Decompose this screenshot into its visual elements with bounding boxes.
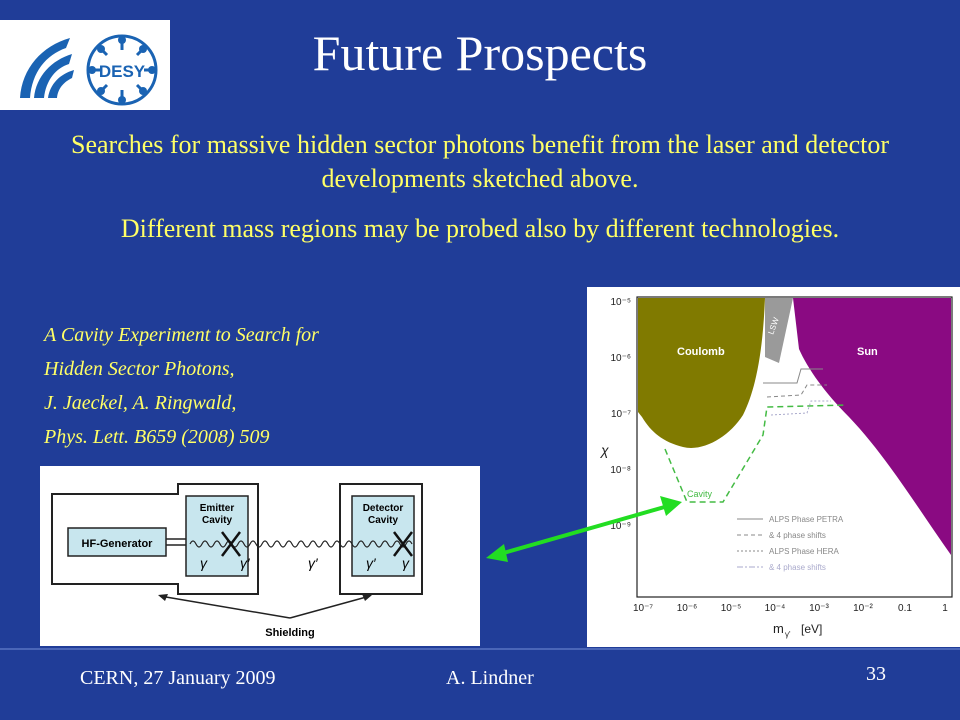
cavity-experiment-diagram: HF-Generator Emitter Cavity Detector Cav… — [40, 466, 480, 646]
hf-generator-box — [67, 527, 167, 557]
gamma-label: γ — [200, 555, 208, 571]
x-tick-label: 10⁻³ — [809, 603, 829, 614]
x-axis-label-sub: γ' — [785, 630, 791, 639]
legend-item: ALPS Phase PETRA — [769, 515, 844, 524]
y-tick-label: 10⁻⁶ — [610, 353, 631, 364]
gamma-prime-label: γ′ — [366, 555, 377, 571]
coulomb-region — [638, 298, 765, 448]
y-tick-label: 10⁻⁵ — [610, 297, 631, 308]
legend-item: & 4 phase shifts — [769, 563, 826, 572]
detector-label-2: Cavity — [368, 515, 398, 526]
y-tick-label: 10⁻⁸ — [610, 465, 631, 476]
gamma-prime-label: γ′ — [240, 555, 251, 571]
shielding-label: Shielding — [265, 627, 315, 639]
emitter-label-2: Cavity — [202, 515, 232, 526]
detector-cavity — [351, 495, 415, 577]
emitter-label-1: Emitter — [200, 503, 235, 514]
hf-generator-label: HF-Generator — [82, 538, 154, 550]
slide-title: Future Prospects — [312, 25, 648, 81]
reference-citation: A Cavity Experiment to Search for Hidden… — [44, 318, 319, 454]
alps-petra-curve — [763, 368, 823, 384]
emitter-shielding — [51, 483, 259, 595]
cavity-curve — [664, 404, 848, 503]
gamma-label: γ — [402, 555, 410, 571]
cavity-label: Cavity — [687, 489, 713, 499]
desy-logo-graphic: DESY — [20, 34, 158, 106]
coulomb-label: Coulomb — [677, 346, 725, 358]
plot-legend: ALPS Phase PETRA & 4 phase shifts ALPS P… — [737, 515, 844, 572]
x-tick-label: 1 — [942, 603, 948, 614]
x-tick-label: 0.1 — [898, 603, 912, 614]
y-axis-label: χ — [599, 442, 609, 458]
gamma-prime-label: γ′ — [308, 555, 319, 571]
paragraph-1: Searches for massive hidden sector photo… — [71, 130, 889, 193]
alps-petra-phase-curve — [766, 384, 827, 398]
exclusion-plot-graphic: Coulomb Sun LSW Cavity ALPS Phase PETRA … — [599, 296, 953, 639]
desy-logo-text: DESY — [99, 62, 146, 81]
y-tick-label: 10⁻⁹ — [610, 521, 631, 532]
cavity-schematic: HF-Generator Emitter Cavity Detector Cav… — [51, 483, 423, 639]
detector-label-1: Detector — [363, 503, 404, 514]
lsw-region — [765, 298, 793, 363]
detector-shielding — [339, 483, 423, 595]
x-tick-label: 10⁻⁶ — [677, 603, 698, 614]
paragraph-2: Different mass regions may be probed als… — [120, 214, 840, 243]
legend-item: ALPS Phase HERA — [769, 547, 839, 556]
footer-event: CERN, 27 January 2009 — [80, 667, 276, 689]
sun-label: Sun — [857, 346, 878, 358]
reference-line: A Cavity Experiment to Search for — [44, 324, 319, 346]
exclusion-plot: Coulomb Sun LSW Cavity ALPS Phase PETRA … — [587, 287, 960, 647]
footer-author: A. Lindner — [446, 667, 534, 689]
legend-item: & 4 phase shifts — [769, 531, 826, 540]
emitter-cavity — [185, 495, 249, 577]
x-axis-label-unit: [eV] — [801, 622, 822, 636]
x-tick-label: 10⁻⁵ — [721, 603, 742, 614]
desy-logo: DESY — [0, 20, 170, 110]
y-tick-label: 10⁻⁷ — [611, 409, 631, 420]
reference-line: Phys. Lett. B659 (2008) 509 — [44, 426, 270, 448]
x-axis-label: m — [773, 621, 784, 636]
sun-region — [793, 298, 951, 555]
x-tick-label: 10⁻⁷ — [633, 603, 653, 614]
reference-line: J. Jaeckel, A. Ringwald, — [44, 392, 237, 414]
footer-divider — [0, 648, 960, 650]
x-tick-label: 10⁻⁴ — [765, 603, 786, 614]
page-number: 33 — [866, 663, 886, 685]
photon-wave — [189, 540, 413, 548]
reference-line: Hidden Sector Photons, — [44, 358, 235, 380]
x-tick-label: 10⁻² — [853, 603, 873, 614]
